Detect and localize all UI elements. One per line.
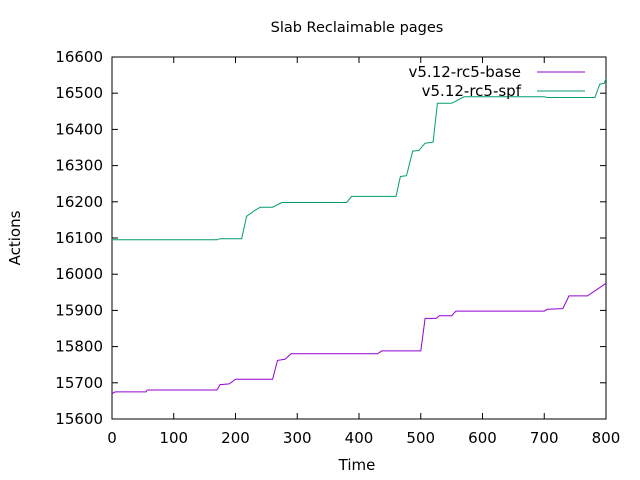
x-tick-label: 800 <box>592 429 621 447</box>
x-tick-label: 500 <box>406 429 435 447</box>
x-tick-label: 0 <box>107 429 117 447</box>
x-tick-label: 100 <box>159 429 188 447</box>
y-tick-label: 16100 <box>55 229 103 247</box>
y-axis: 15600 15700 15800 15900 16000 16100 16200 16300… <box>55 48 606 428</box>
series-line-2 <box>112 78 607 241</box>
series-group <box>111 78 607 395</box>
y-tick-label: 16300 <box>55 157 103 175</box>
legend-label: v5.12-rc5-base <box>409 63 522 81</box>
chart-title: Slab Reclaimable pages <box>271 20 444 36</box>
x-tick-label: 600 <box>468 429 497 447</box>
y-tick-label: 16400 <box>55 120 103 138</box>
y-axis-label: Actions <box>6 210 24 265</box>
y-tick-label: 15600 <box>55 410 103 428</box>
y-tick-label: 16600 <box>55 48 103 66</box>
y-tick-label: 16500 <box>55 84 103 102</box>
series-line-1 <box>111 282 607 395</box>
x-tick-label: 200 <box>221 429 250 447</box>
x-tick-label: 300 <box>283 429 312 447</box>
y-tick-label: 16000 <box>55 265 103 283</box>
y-tick-label: 15900 <box>55 301 103 319</box>
y-tick-label: 15800 <box>55 338 103 356</box>
x-tick-label: 700 <box>530 429 559 447</box>
y-tick-label: 15700 <box>55 374 103 392</box>
legend-label: v5.12-rc5-spf <box>422 82 522 100</box>
x-axis-label: Time <box>338 456 376 474</box>
plot-frame <box>111 56 607 420</box>
x-tick-label: 400 <box>345 429 374 447</box>
x-axis: 0 100 200 300 400 500 600 700 800 <box>107 57 620 447</box>
y-tick-label: 16200 <box>55 193 103 211</box>
